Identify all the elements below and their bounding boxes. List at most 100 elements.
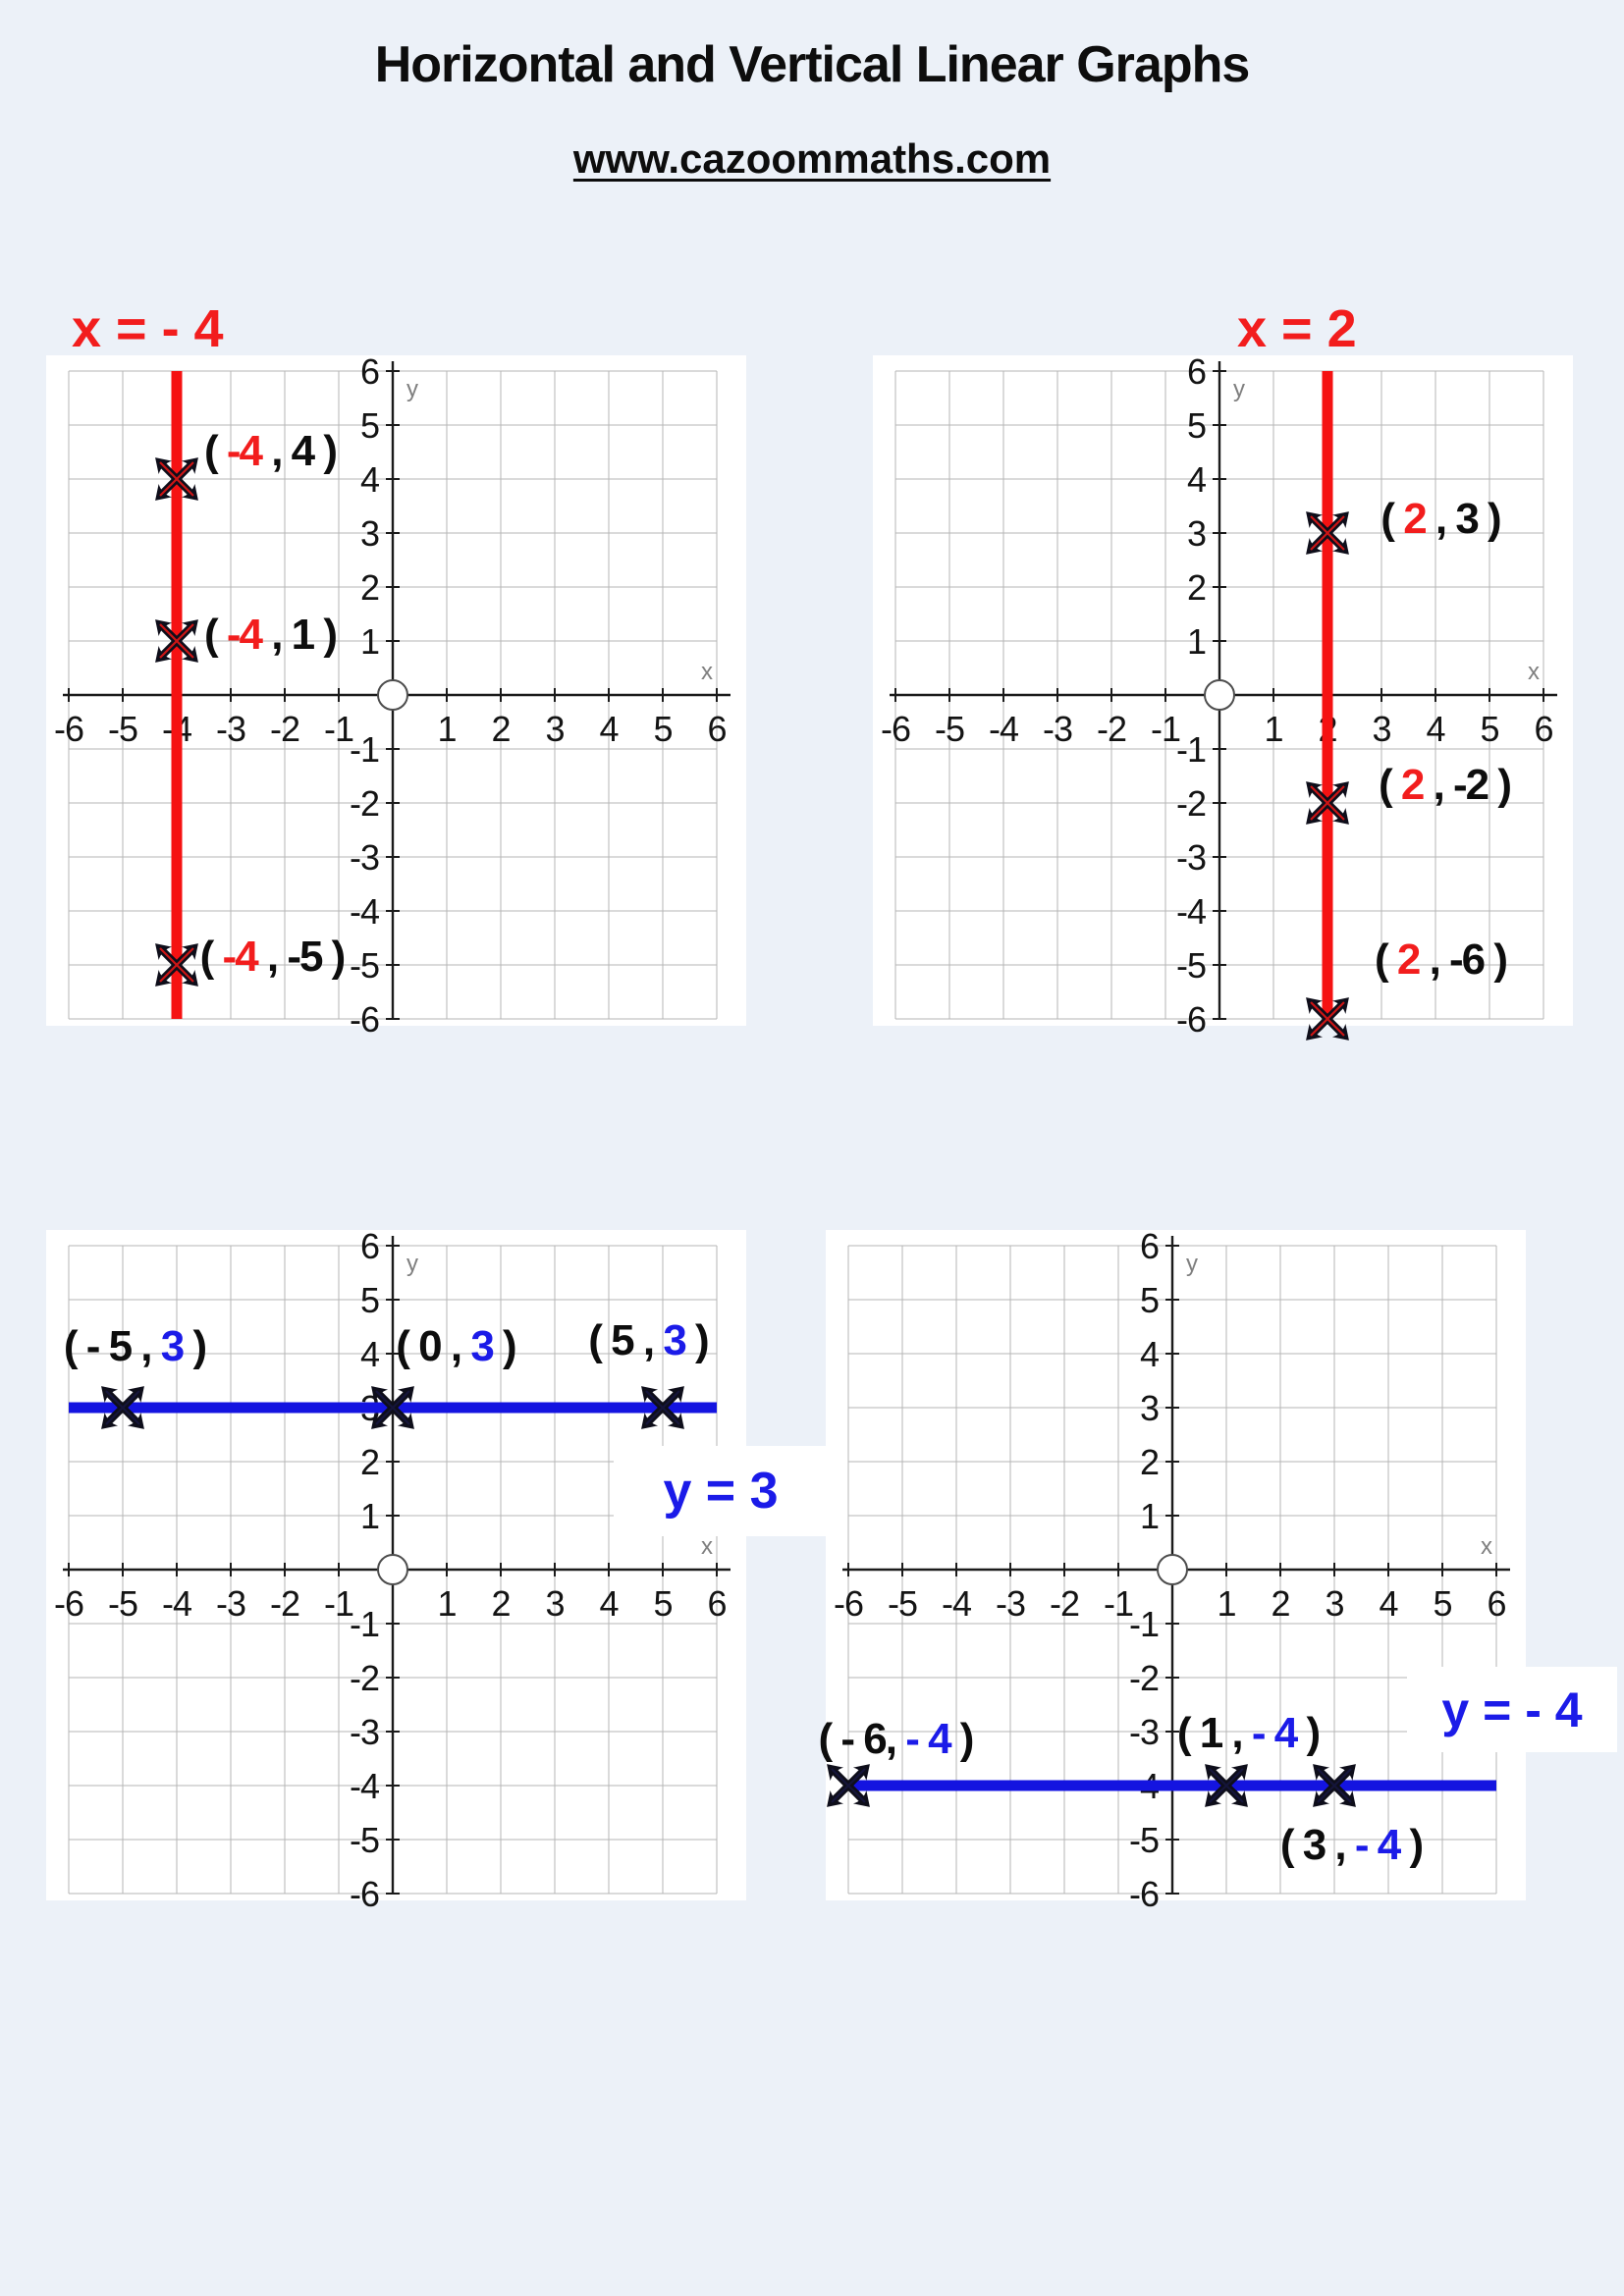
svg-text:-2: -2 bbox=[1050, 1583, 1079, 1624]
move-cross-marker-icon bbox=[827, 1764, 870, 1807]
svg-text:3: 3 bbox=[545, 709, 564, 749]
svg-text:4: 4 bbox=[599, 709, 618, 749]
svg-text:-6: -6 bbox=[350, 1874, 379, 1914]
point-label-post: ) bbox=[492, 1322, 517, 1370]
svg-text:2: 2 bbox=[491, 1583, 510, 1624]
svg-text:-6: -6 bbox=[881, 709, 910, 749]
move-cross-marker-icon bbox=[1313, 1764, 1356, 1807]
move-cross-marker-icon bbox=[155, 619, 198, 663]
point-coordinate-label: ( - 5 , 3 ) bbox=[63, 1322, 207, 1371]
graph-panel-x-eq-2: -6-5-4-3-2-1123456-6-5-4-3-2-1123456yx( … bbox=[873, 351, 1573, 1041]
svg-text:1: 1 bbox=[1217, 1583, 1235, 1624]
graph-panel-x-eq-neg4: -6-5-4-3-2-1123456-6-5-4-3-2-1123456yx( … bbox=[46, 351, 746, 1040]
svg-text:-2: -2 bbox=[1176, 783, 1206, 824]
point-label-hl: -4 bbox=[226, 427, 263, 475]
svg-text:-4: -4 bbox=[942, 1583, 971, 1624]
move-cross-marker-icon bbox=[1306, 781, 1349, 825]
svg-text:-4: -4 bbox=[350, 1766, 379, 1806]
svg-text:-2: -2 bbox=[350, 783, 379, 824]
svg-text:6: 6 bbox=[707, 709, 726, 749]
svg-text:-2: -2 bbox=[1129, 1658, 1159, 1698]
svg-text:-5: -5 bbox=[1176, 945, 1206, 986]
svg-text:-4: -4 bbox=[989, 709, 1018, 749]
point-label-pre: ( bbox=[1380, 495, 1404, 543]
axis-ticks bbox=[894, 370, 1544, 1020]
y-axis-letter: y bbox=[1233, 376, 1245, 402]
svg-text:-3: -3 bbox=[216, 1583, 245, 1624]
svg-text:-1: -1 bbox=[1151, 709, 1180, 749]
svg-text:5: 5 bbox=[653, 1583, 672, 1624]
svg-text:-5: -5 bbox=[1129, 1820, 1159, 1860]
svg-text:-3: -3 bbox=[996, 1583, 1025, 1624]
point-label-hl: - 4 bbox=[1354, 1821, 1401, 1869]
svg-text:-3: -3 bbox=[350, 837, 379, 878]
point-label-post: , -2 ) bbox=[1423, 761, 1512, 809]
svg-text:-1: -1 bbox=[1129, 1604, 1159, 1644]
svg-text:3: 3 bbox=[545, 1583, 564, 1624]
point-label-pre: ( - 5 , bbox=[63, 1322, 161, 1370]
point-coordinate-label: ( 2 , -6 ) bbox=[1374, 935, 1508, 985]
point-label-post: , 4 ) bbox=[260, 427, 338, 475]
website-link: www.cazoommaths.com bbox=[572, 135, 1052, 182]
point-coordinate-label: ( 5 , 3 ) bbox=[588, 1316, 709, 1365]
svg-text:4: 4 bbox=[360, 459, 379, 500]
svg-text:-1: -1 bbox=[350, 1604, 379, 1644]
svg-text:-5: -5 bbox=[888, 1583, 917, 1624]
svg-text:2: 2 bbox=[360, 1442, 379, 1482]
svg-text:3: 3 bbox=[360, 513, 379, 554]
svg-text:6: 6 bbox=[1534, 709, 1552, 749]
svg-text:5: 5 bbox=[360, 405, 379, 446]
point-coordinate-label: ( 2 , 3 ) bbox=[1380, 495, 1502, 544]
point-label-hl: - 4 bbox=[905, 1715, 951, 1763]
svg-text:6: 6 bbox=[707, 1583, 726, 1624]
point-label-pre: ( 1 , bbox=[1176, 1709, 1252, 1757]
svg-text:5: 5 bbox=[653, 709, 672, 749]
x-axis-letter: x bbox=[1481, 1533, 1492, 1560]
point-label-hl: 2 bbox=[1396, 935, 1422, 984]
y-axis-letter: y bbox=[406, 376, 418, 402]
svg-text:3: 3 bbox=[1187, 513, 1206, 554]
svg-text:-2: -2 bbox=[270, 709, 299, 749]
svg-text:-5: -5 bbox=[350, 1820, 379, 1860]
point-label-pre: ( 5 , bbox=[588, 1316, 664, 1364]
point-label-pre: ( bbox=[203, 611, 227, 659]
point-label-pre: ( bbox=[1374, 935, 1397, 984]
svg-text:-5: -5 bbox=[350, 945, 379, 986]
svg-text:6: 6 bbox=[1140, 1226, 1159, 1266]
svg-text:6: 6 bbox=[1187, 351, 1206, 392]
origin-circle bbox=[1204, 679, 1235, 711]
svg-text:-3: -3 bbox=[216, 709, 245, 749]
x-axis-letter: x bbox=[1528, 659, 1540, 685]
svg-text:-3: -3 bbox=[1129, 1712, 1159, 1752]
svg-text:-5: -5 bbox=[108, 709, 137, 749]
y-axis-letter: y bbox=[1186, 1251, 1198, 1277]
point-coordinate-label: ( -4 , 1 ) bbox=[203, 611, 338, 660]
point-label-post: , 1 ) bbox=[260, 611, 338, 659]
svg-text:-4: -4 bbox=[350, 891, 379, 932]
svg-text:1: 1 bbox=[437, 709, 456, 749]
point-label-hl: 3 bbox=[663, 1316, 687, 1364]
point-label-hl: -4 bbox=[226, 611, 263, 659]
svg-text:6: 6 bbox=[360, 351, 379, 392]
svg-text:1: 1 bbox=[1187, 621, 1206, 662]
svg-text:1: 1 bbox=[360, 621, 379, 662]
point-label-hl: 2 bbox=[1403, 495, 1428, 543]
point-label-post: , 3 ) bbox=[1425, 495, 1502, 543]
x-axis-letter: x bbox=[701, 659, 713, 685]
svg-text:-6: -6 bbox=[350, 999, 379, 1040]
svg-text:5: 5 bbox=[1187, 405, 1206, 446]
origin-circle bbox=[1157, 1554, 1188, 1585]
point-label-hl: 3 bbox=[470, 1322, 495, 1370]
svg-text:3: 3 bbox=[1372, 709, 1390, 749]
svg-text:4: 4 bbox=[1140, 1334, 1159, 1374]
point-coordinate-label: ( -4 , 4 ) bbox=[204, 427, 338, 476]
point-coordinate-label: ( 3 , - 4 ) bbox=[1280, 1821, 1424, 1870]
svg-text:1: 1 bbox=[1140, 1496, 1159, 1536]
svg-text:-5: -5 bbox=[108, 1583, 137, 1624]
